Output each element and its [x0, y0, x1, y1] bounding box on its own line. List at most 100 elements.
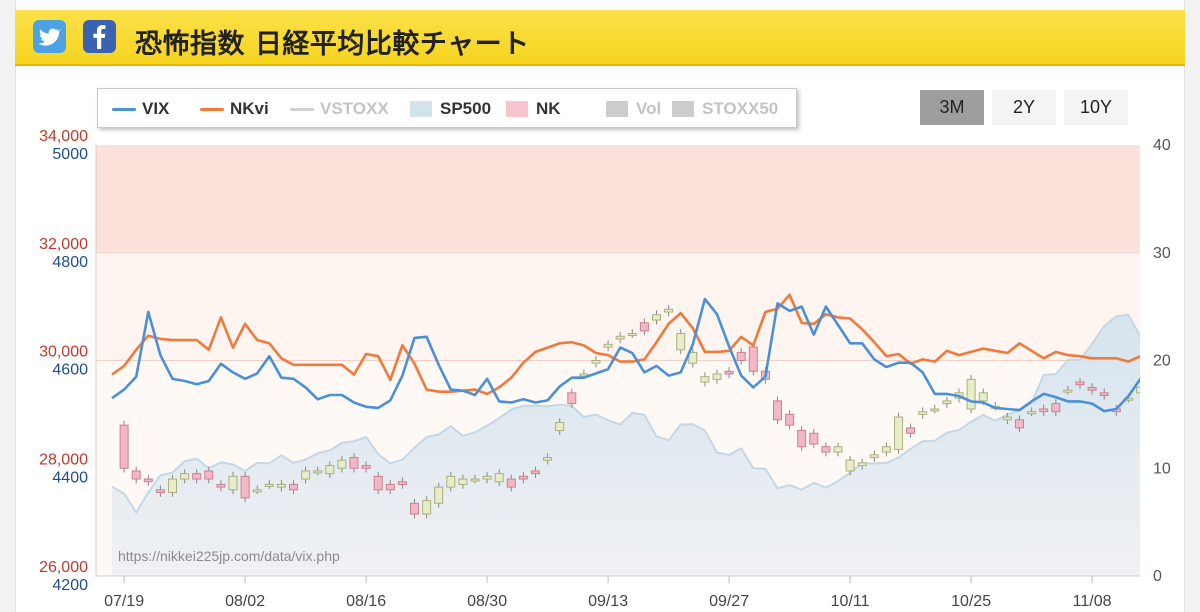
- watermark-text: https://nikkei225jp.com/data/vix.php: [118, 548, 340, 564]
- vol-axis-label: 0: [1153, 568, 1162, 585]
- x-tick-label: 08/16: [346, 593, 386, 610]
- nk-candle-up: [942, 400, 952, 405]
- nk-candle-down: [240, 475, 250, 499]
- nk-candle-down: [809, 432, 819, 445]
- x-tick-label: 07/19: [104, 593, 144, 610]
- legend-item-sp500[interactable]: SP500: [410, 89, 530, 129]
- nk-candle-up: [264, 483, 274, 487]
- nk-candle-down: [1051, 403, 1061, 413]
- nk-candle-up: [337, 459, 347, 469]
- nk-candle-up: [930, 408, 940, 412]
- nk-candle-up: [615, 335, 625, 340]
- nk-candle-down: [906, 427, 916, 434]
- sp500-area: [112, 314, 1140, 576]
- nk-candle-down: [639, 322, 649, 332]
- sp500-line: [111, 313, 1140, 515]
- nk-candle-down: [506, 478, 516, 488]
- nk-candle-up: [168, 478, 177, 493]
- nk-candle-down: [373, 475, 383, 491]
- legend-swatch: [200, 108, 224, 111]
- nk-candle-down: [1087, 386, 1097, 391]
- nk-candle-up: [1027, 411, 1037, 415]
- nk-candle-up: [966, 378, 976, 410]
- nk-axis-label: 26,000: [39, 559, 88, 576]
- nk-candle-up: [627, 333, 637, 337]
- legend-label: SP500: [440, 99, 492, 118]
- nk-candle-down: [821, 446, 831, 453]
- nk-candle-down: [204, 470, 214, 480]
- nk-candle-up: [1002, 416, 1012, 421]
- legend-item-nk[interactable]: NK: [506, 89, 626, 129]
- legend-item-stoxx50[interactable]: STOXX50: [672, 89, 792, 129]
- nk-candle-up: [458, 478, 468, 485]
- plot-area: [111, 293, 1140, 576]
- nk-candle-up: [482, 475, 492, 480]
- nk-candle-up: [603, 343, 613, 348]
- nk-candle-up: [276, 483, 286, 488]
- range-button-3m[interactable]: 3M: [920, 90, 984, 125]
- nk-candle-down: [216, 483, 226, 488]
- nk-candle-up: [422, 500, 432, 515]
- vol-axis-label: 20: [1153, 353, 1171, 370]
- nk-candle-up: [591, 360, 601, 364]
- nk-candle-up: [700, 376, 710, 383]
- nk-candle-up: [869, 454, 879, 458]
- nk-axis-label: 34,000: [39, 128, 88, 145]
- facebook-share-button[interactable]: [83, 20, 116, 53]
- vol-axis-label: 30: [1153, 245, 1171, 262]
- legend-label: VIX: [142, 99, 170, 118]
- sp500-axis-label: 5000: [52, 146, 88, 163]
- sp500-axis-label: 4200: [52, 577, 88, 594]
- twitter-bird-icon: [38, 28, 62, 46]
- nk-candle-up: [845, 459, 855, 472]
- nk-candle-up: [918, 411, 928, 415]
- x-tick-label: 10/11: [831, 593, 870, 610]
- legend-swatch: [290, 108, 314, 111]
- nk-candle-down: [531, 470, 540, 475]
- nk-candle-up: [978, 392, 988, 402]
- nk-candle-up: [833, 446, 843, 453]
- legend-item-nkvi[interactable]: NKvi: [200, 89, 320, 129]
- twitter-share-button[interactable]: [33, 20, 66, 53]
- nk-candle-down: [1099, 392, 1109, 397]
- nk-axis-label: 32,000: [39, 236, 88, 253]
- nk-candle-down: [748, 346, 758, 372]
- x-tick-label: 09/27: [709, 593, 749, 610]
- nk-candle-up: [881, 446, 891, 453]
- legend-item-vix[interactable]: VIX: [112, 89, 232, 129]
- range-button-2y[interactable]: 2Y: [992, 90, 1056, 125]
- nk-candle-down: [773, 400, 782, 421]
- legend-label: STOXX50: [702, 99, 779, 118]
- nk-candle-up: [325, 465, 335, 475]
- page-title: 恐怖指数 日経平均比較チャート: [135, 29, 530, 60]
- nk-candle-down: [385, 483, 395, 491]
- legend-swatch: [672, 101, 694, 117]
- sp500-axis-label: 4400: [52, 469, 88, 486]
- nk-candle-up: [712, 373, 722, 380]
- x-tick-label: 11/08: [1073, 593, 1112, 610]
- nk-candle-down: [361, 465, 371, 469]
- title-bar: 恐怖指数 日経平均比較チャート: [15, 10, 1185, 66]
- legend-item-vstoxx[interactable]: VSTOXX: [290, 89, 410, 129]
- nk-candle-down: [143, 478, 153, 483]
- range-button-10y[interactable]: 10Y: [1064, 90, 1128, 125]
- nk-candle-down: [1015, 419, 1024, 429]
- nk-candle-down: [131, 470, 141, 480]
- x-tick-label: 09/13: [588, 593, 628, 610]
- legend-label: VSTOXX: [320, 99, 389, 118]
- risk-band: [96, 252, 1140, 361]
- nk-candle-up: [446, 475, 456, 488]
- nk-candle-down: [785, 413, 795, 426]
- nk-candle-up: [1136, 386, 1140, 394]
- nk-candle-up: [434, 486, 444, 504]
- nk-candle-up: [228, 475, 238, 491]
- legend-item-vol[interactable]: Vol: [606, 89, 726, 129]
- nk-candle-down: [1039, 408, 1049, 413]
- nk-candle-down: [410, 502, 419, 515]
- nk-candle-up: [857, 462, 867, 467]
- vol-axis-label: 10: [1153, 460, 1171, 477]
- legend-label: Vol: [636, 99, 662, 118]
- x-tick-label: 10/25: [951, 593, 991, 610]
- x-tick-label: 08/30: [467, 593, 507, 610]
- nk-candle-down: [724, 370, 734, 375]
